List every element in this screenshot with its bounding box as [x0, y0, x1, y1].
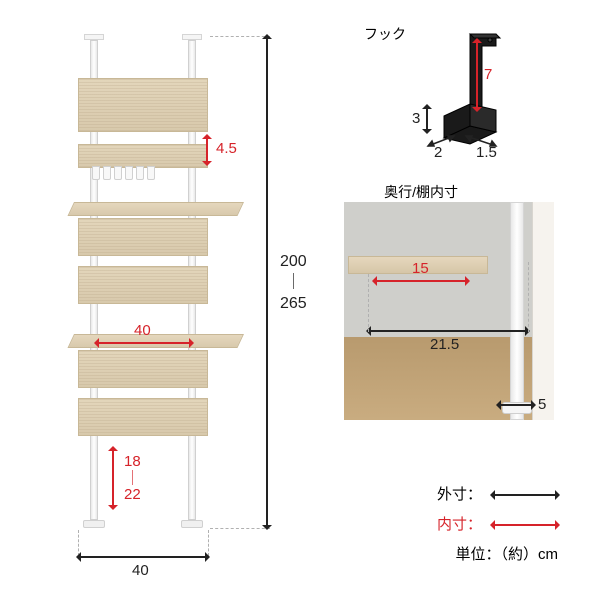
arrow-red-icon [492, 524, 558, 526]
height-sep: ｜ [285, 274, 301, 291]
arrow-black-icon [492, 494, 558, 496]
hook-dim-3: 3 [412, 110, 420, 127]
guide-line [210, 528, 270, 529]
foot [83, 520, 105, 528]
legend-unit: 単位：（約）cm [456, 540, 559, 570]
depth-title: 奥行/棚内寸 [384, 182, 458, 202]
base-arrows-icon [424, 132, 514, 156]
hook-icon [400, 28, 520, 146]
leg-height-sep: ｜ [125, 470, 140, 487]
dim-overall-width: 40 [78, 556, 208, 558]
wood-panel [78, 144, 208, 168]
wood-panel [78, 350, 208, 388]
height-bottom: 265 [280, 295, 307, 312]
guide-line [528, 262, 529, 332]
depth-photo: 15 21.5 5 [344, 202, 554, 420]
dim-leg-height: 18 ｜ 22 [112, 448, 114, 508]
shelf-illustration [78, 40, 208, 520]
guide-line [210, 36, 270, 37]
wood-panel [78, 218, 208, 256]
foot [181, 520, 203, 528]
guide-line [368, 274, 369, 332]
height-top: 200 [280, 253, 307, 270]
dim-inner-width: 40 [96, 342, 192, 344]
legend: 外寸： 内寸： 単位：（約）cm [437, 480, 558, 570]
dim-panel-gap: 4.5 [206, 136, 208, 164]
depth-inner: 15 [412, 260, 429, 277]
hook-detail: フック 7 3 2 [380, 28, 530, 158]
photo-pole [510, 202, 524, 420]
leg-height-bottom: 22 [124, 486, 141, 503]
depth-outer: 21.5 [430, 336, 459, 353]
shelf-tray [67, 202, 244, 216]
leg-height-top: 18 [124, 453, 141, 470]
hook-row [92, 166, 155, 180]
legend-outer-label: 外寸： [437, 480, 482, 510]
wood-panel [78, 78, 208, 132]
legend-inner-label: 内寸： [437, 510, 482, 540]
wood-panel [78, 398, 208, 436]
hook-dim-7: 7 [484, 66, 492, 83]
depth-foot: 5 [538, 396, 546, 413]
wood-panel [78, 266, 208, 304]
dim-overall-height: 200 ｜ 265 [266, 36, 268, 528]
photo-wall [532, 202, 554, 420]
